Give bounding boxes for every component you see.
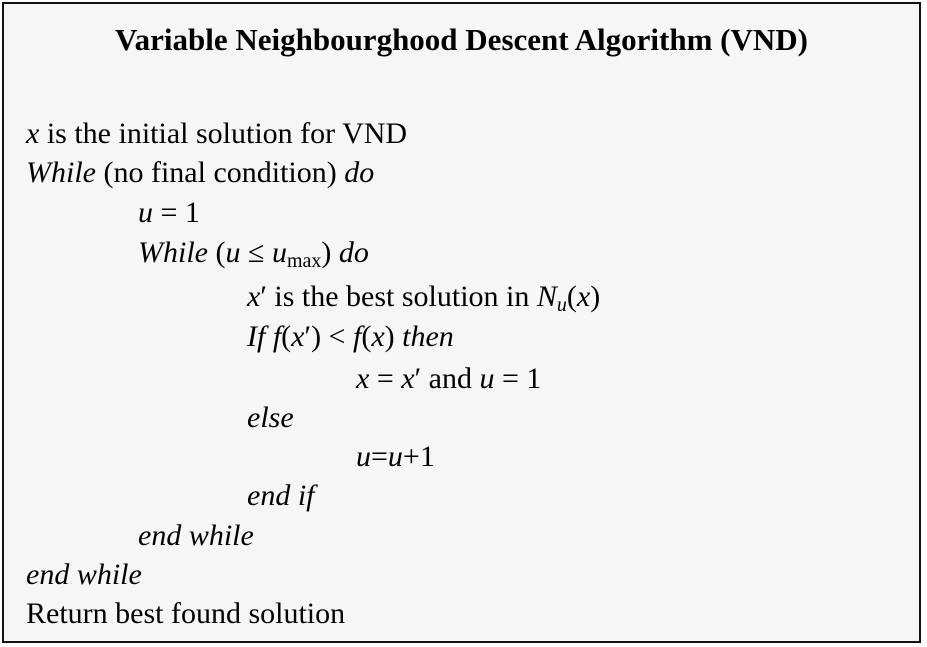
text: is the best solution in [266, 280, 537, 313]
text: ( [281, 320, 292, 353]
keyword-end-while: end while [26, 558, 142, 591]
func-f: f [352, 320, 362, 353]
text: (no final condition) [95, 156, 345, 189]
var-x: x [26, 117, 40, 150]
keyword-then: then [402, 320, 454, 353]
line-update: x = x′ and u = 1 [356, 361, 541, 397]
text: ) [590, 280, 601, 313]
text: ) < [311, 320, 353, 353]
text: is the initial solution for VND [39, 117, 408, 150]
var-x: x [247, 280, 261, 313]
text: ) [321, 236, 339, 269]
subscript-max: max [286, 250, 322, 272]
keyword-do: do [338, 236, 369, 269]
text: and [421, 362, 480, 395]
line-outer-while: While (no final condition) do [26, 155, 374, 191]
keyword-else: else [247, 401, 294, 434]
line-initial-solution: x is the initial solution for VND [26, 116, 407, 152]
text: ( [361, 320, 372, 353]
var-u: u [356, 440, 371, 473]
keyword-end-while: end while [138, 519, 254, 552]
line-increment: u=u+1 [356, 439, 435, 475]
keyword-if: If f [247, 320, 282, 353]
prime: ′ [414, 362, 422, 395]
line-end-inner-while: end while [138, 518, 254, 554]
var-x: x [371, 320, 385, 353]
text: ( [566, 280, 577, 313]
text: ( [207, 236, 226, 269]
subscript-u: u [556, 294, 567, 316]
line-end-outer-while: end while [26, 557, 142, 593]
var-u: u [387, 440, 403, 473]
line-if: If f(x′) < f(x) then [247, 319, 454, 355]
keyword-end-if: end if [247, 479, 315, 512]
var-x: x [576, 280, 591, 313]
var-x: x [356, 362, 370, 395]
text: ) [384, 320, 403, 353]
var-u: u [479, 362, 495, 395]
keyword-do: do [344, 156, 375, 189]
line-best-solution: x′ is the best solution in Nu(x) [247, 279, 600, 315]
var-x: x [401, 362, 415, 395]
line-else: else [247, 400, 294, 436]
keyword-while: While [26, 156, 96, 189]
text: +1 [402, 440, 435, 473]
var-n: N [536, 280, 557, 313]
text: = [369, 362, 402, 395]
text: ≤ [240, 236, 272, 269]
var-u: u [138, 196, 153, 229]
text: Return best found solution [26, 597, 346, 630]
text: = [371, 440, 388, 473]
algorithm-title: Variable Neighbourghood Descent Algorith… [115, 22, 808, 57]
prime: ′ [260, 280, 267, 313]
text: = 1 [153, 196, 200, 229]
prime: ′ [304, 320, 312, 353]
line-u-init: u = 1 [138, 195, 200, 231]
line-inner-while: While (u ≤ umax) do [138, 235, 369, 271]
keyword-while: While [138, 236, 208, 269]
var-u: u [225, 236, 241, 269]
var-x: x [291, 320, 305, 353]
var-u: u [271, 236, 287, 269]
line-end-if: end if [247, 478, 315, 514]
text: = 1 [494, 362, 542, 395]
line-return: Return best found solution [26, 596, 345, 632]
